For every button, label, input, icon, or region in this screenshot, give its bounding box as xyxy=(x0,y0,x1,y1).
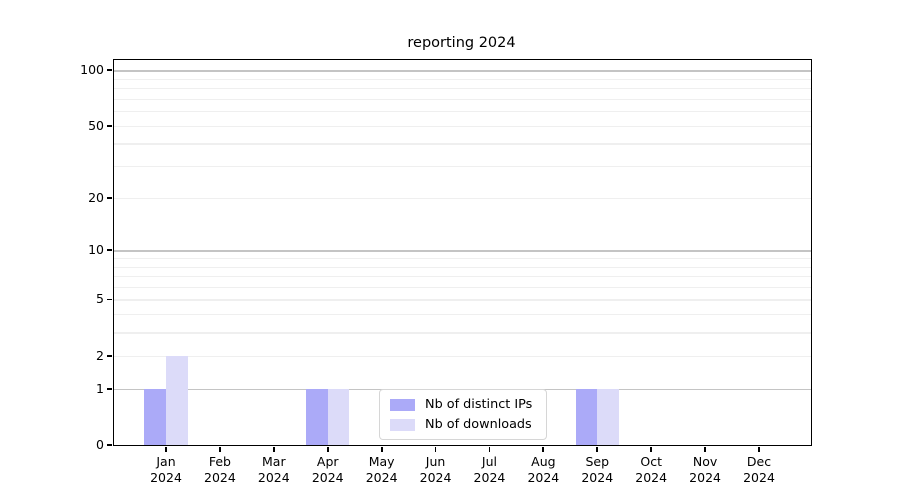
x-tick-month: Apr xyxy=(316,454,339,469)
minor-gridline xyxy=(114,332,811,334)
x-tick-mark xyxy=(326,446,329,452)
x-tick-mark xyxy=(596,446,599,452)
x-tick-year: 2024 xyxy=(419,470,452,485)
chart-title: reporting 2024 xyxy=(407,35,516,51)
y-axis-tick-label: 10 xyxy=(88,242,104,258)
bar-distinct-ips-sep xyxy=(575,388,598,445)
x-axis-tick-label: Oct 2024 xyxy=(621,454,681,486)
x-tick-month: Sep xyxy=(585,454,610,469)
x-tick-mark xyxy=(272,446,275,452)
x-tick-year: 2024 xyxy=(257,470,290,485)
x-tick-year: 2024 xyxy=(689,470,721,485)
y-tick-mark xyxy=(107,196,112,199)
legend-item: Nb of downloads xyxy=(390,417,536,432)
minor-gridline xyxy=(114,314,811,316)
x-axis-tick-label: Mar 2024 xyxy=(244,454,304,486)
x-tick-mark xyxy=(704,446,706,452)
x-tick-mark xyxy=(758,446,760,452)
x-tick-month: Jan xyxy=(156,454,176,469)
minor-gridline xyxy=(114,111,811,113)
x-tick-mark xyxy=(219,446,221,452)
y-axis-tick-label: 1 xyxy=(96,380,104,396)
x-tick-month: Aug xyxy=(531,454,556,469)
minor-gridline xyxy=(114,78,811,80)
minor-gridline xyxy=(114,355,811,357)
x-tick-month: Dec xyxy=(746,454,772,469)
minor-gridline xyxy=(114,98,811,100)
x-tick-year: 2024 xyxy=(743,470,775,485)
bar-downloads-jan xyxy=(166,355,188,445)
legend-swatch-distinct-ips xyxy=(390,398,415,411)
x-tick-year: 2024 xyxy=(311,470,344,485)
minor-gridline xyxy=(114,276,811,278)
x-axis-tick-label: May 2024 xyxy=(352,454,412,486)
x-tick-year: 2024 xyxy=(473,470,506,485)
major-gridline xyxy=(114,70,811,72)
x-tick-year: 2024 xyxy=(635,470,668,485)
x-tick-mark xyxy=(542,446,545,452)
y-tick-mark xyxy=(107,298,112,301)
minor-gridline xyxy=(114,143,811,145)
x-tick-mark xyxy=(650,446,653,452)
legend-item: Nb of distinct IPs xyxy=(390,397,536,412)
x-tick-month: Jun xyxy=(425,454,446,469)
x-tick-year: 2024 xyxy=(527,470,560,485)
x-axis-tick-label: Aug 2024 xyxy=(513,454,573,486)
x-tick-mark xyxy=(434,446,437,452)
x-tick-month: May xyxy=(368,454,395,469)
y-axis-tick-label: 100 xyxy=(80,62,104,78)
y-tick-mark xyxy=(107,124,112,127)
minor-gridline xyxy=(114,286,811,289)
legend-swatch-downloads xyxy=(390,418,415,431)
y-tick-mark xyxy=(107,387,112,390)
y-tick-mark xyxy=(107,354,112,357)
bar-distinct-ips-apr xyxy=(306,388,328,445)
minor-gridline xyxy=(114,299,811,301)
x-tick-year: 2024 xyxy=(365,470,398,485)
legend-label: Nb of downloads xyxy=(425,417,532,432)
x-axis-tick-label: Jul 2024 xyxy=(459,454,519,486)
y-axis-tick-label: 20 xyxy=(88,189,104,205)
bar-distinct-ips-jan xyxy=(144,388,166,445)
x-axis-tick-label: Apr 2024 xyxy=(298,454,358,486)
y-axis-tick-label: 50 xyxy=(88,117,104,133)
x-tick-month: Feb xyxy=(208,454,231,469)
minor-gridline xyxy=(114,266,811,268)
legend-label: Nb of distinct IPs xyxy=(425,397,533,412)
x-axis-tick-label: Jan 2024 xyxy=(136,454,196,486)
minor-gridline xyxy=(114,166,811,168)
bar-downloads-apr xyxy=(327,388,350,445)
bar-downloads-sep xyxy=(597,388,619,445)
x-tick-year: 2024 xyxy=(150,470,182,485)
x-tick-month: Mar xyxy=(262,454,286,469)
legend: Nb of distinct IPs Nb of downloads xyxy=(379,389,547,440)
x-tick-month: Jul xyxy=(481,454,497,469)
x-tick-mark xyxy=(380,446,383,452)
x-axis-tick-label: Dec 2024 xyxy=(729,454,789,486)
y-axis-tick-label: 2 xyxy=(96,347,104,363)
major-gridline xyxy=(114,250,811,252)
minor-gridline xyxy=(114,197,811,199)
y-tick-mark xyxy=(107,444,112,446)
plot-area: 0 1 2 5 10 20 50 100 Jan 2024 Feb 2024 Mar 2024 Apr 20… xyxy=(80,59,812,485)
x-tick-mark xyxy=(165,446,167,452)
x-axis-tick-label: Sep 2024 xyxy=(567,454,627,486)
minor-gridline xyxy=(114,88,811,90)
minor-gridline xyxy=(114,125,811,127)
x-axis-tick-label: Nov 2024 xyxy=(675,454,735,486)
x-tick-month: Nov xyxy=(692,454,718,469)
y-tick-mark xyxy=(107,249,112,252)
x-tick-mark xyxy=(488,446,491,452)
y-tick-mark xyxy=(107,69,112,72)
x-tick-year: 2024 xyxy=(581,470,614,485)
minor-gridline xyxy=(114,258,811,260)
x-tick-year: 2024 xyxy=(204,470,236,485)
y-axis-tick-label: 0 xyxy=(96,437,104,452)
x-axis-tick-label: Feb 2024 xyxy=(190,454,250,486)
x-tick-month: Oct xyxy=(640,454,662,469)
x-axis-tick-label: Jun 2024 xyxy=(406,454,466,486)
y-axis-tick-label: 5 xyxy=(96,291,104,307)
